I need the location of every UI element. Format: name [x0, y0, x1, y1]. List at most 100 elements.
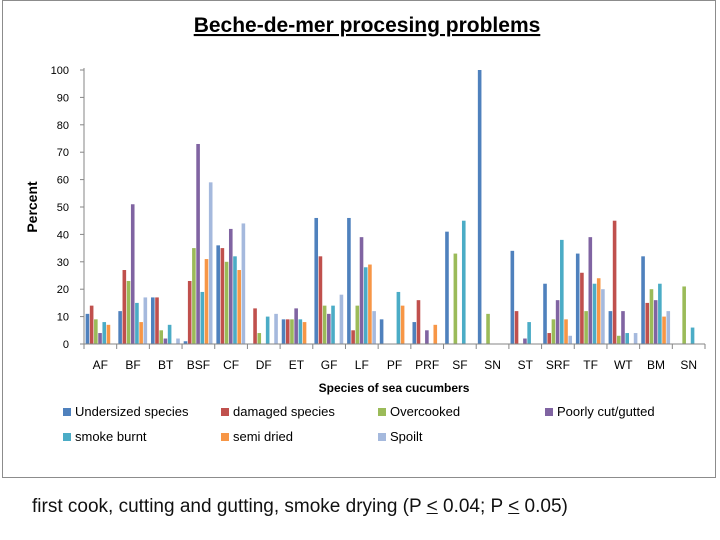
bar — [368, 264, 372, 344]
bar — [163, 338, 168, 344]
bar — [588, 237, 593, 344]
bar — [453, 253, 458, 344]
bar — [584, 311, 588, 344]
bar — [445, 231, 449, 344]
bar — [253, 308, 257, 344]
x-tick-label: ST — [518, 358, 534, 372]
bar — [302, 322, 307, 344]
bar — [314, 217, 319, 344]
bar — [400, 305, 405, 344]
x-tick-label: GF — [321, 358, 338, 372]
caption-text-1: first cook, cutting and gutting, smoke d… — [32, 496, 427, 517]
y-axis-label: Percent — [24, 181, 40, 233]
legend-label: semi dried — [233, 429, 293, 444]
bar — [355, 305, 360, 344]
bar — [682, 286, 686, 344]
bar — [523, 338, 527, 344]
bar — [568, 335, 573, 344]
bar — [560, 239, 564, 344]
x-tick-label: BSF — [187, 358, 210, 372]
x-tick-label: BT — [158, 358, 174, 372]
bar — [347, 217, 351, 344]
legend-label: Undersized species — [75, 404, 189, 419]
bar — [322, 305, 327, 344]
bar — [135, 302, 139, 344]
y-tick-label: 70 — [57, 147, 69, 159]
y-axis-ticks: 0 10 20 30 40 50 60 70 80 90 100 — [51, 65, 69, 351]
bar — [461, 220, 466, 344]
bar — [596, 278, 601, 344]
caption-lt-1: < — [426, 496, 438, 517]
bar — [662, 316, 666, 344]
bar — [281, 319, 286, 344]
bar — [416, 300, 421, 344]
x-tick-label: SF — [452, 358, 467, 372]
bar — [580, 272, 584, 344]
bar — [592, 283, 597, 344]
bar — [551, 319, 556, 344]
bar — [612, 220, 617, 344]
bar — [192, 248, 196, 344]
bar — [139, 322, 143, 344]
bar — [290, 319, 294, 344]
x-tick-label: DF — [256, 358, 272, 372]
bar — [151, 297, 155, 344]
x-tick-label: CF — [223, 358, 239, 372]
bar — [265, 316, 270, 344]
bar — [143, 297, 148, 344]
bar — [183, 341, 188, 344]
bar — [425, 330, 429, 344]
bar — [379, 319, 384, 344]
bar — [621, 311, 625, 344]
bar — [257, 333, 262, 344]
bar — [601, 289, 605, 344]
bar — [196, 143, 200, 344]
y-tick-label: 40 — [57, 229, 69, 241]
bar — [208, 182, 213, 344]
bar — [294, 308, 298, 344]
axes — [80, 68, 706, 349]
bar — [351, 330, 355, 344]
bar — [237, 270, 241, 344]
bar — [155, 297, 159, 344]
y-tick-label: 80 — [57, 120, 69, 132]
bar — [412, 322, 417, 344]
bar — [564, 319, 568, 344]
bar — [122, 270, 127, 344]
x-tick-label: AF — [93, 358, 108, 372]
legend-swatch — [378, 433, 386, 441]
caption-lt-2: < — [508, 496, 520, 517]
bar — [176, 338, 180, 344]
bar — [575, 253, 580, 344]
x-tick-label: BM — [647, 358, 665, 372]
y-tick-label: 90 — [57, 92, 69, 104]
x-tick-label: ET — [289, 358, 305, 372]
bar — [510, 250, 515, 344]
y-tick-label: 100 — [51, 65, 69, 77]
legend-label: Overcooked — [390, 404, 460, 419]
bar — [486, 313, 490, 344]
bar — [187, 280, 192, 344]
bar — [433, 324, 438, 344]
x-tick-label: SN — [484, 358, 501, 372]
bar — [233, 256, 237, 344]
bar — [555, 300, 560, 344]
bar — [658, 283, 662, 344]
bar — [118, 311, 122, 344]
y-tick-label: 20 — [57, 284, 69, 296]
bars — [85, 70, 695, 344]
bar — [339, 294, 344, 344]
y-tick-label: 0 — [63, 339, 69, 351]
bar — [372, 311, 376, 344]
legend-label: Spoilt — [390, 429, 423, 444]
bar — [220, 248, 225, 344]
x-tick-label: TF — [583, 358, 598, 372]
legend-label: smoke burnt — [75, 429, 147, 444]
legend-swatch — [545, 408, 553, 416]
bar — [645, 302, 650, 344]
bar — [633, 333, 638, 344]
x-axis-ticks: AF BF BT BSF CF DF ET GF LF PF PRF SF SN ST SRF TF WT BM S… — [93, 358, 697, 372]
x-tick-label: PRF — [415, 358, 439, 372]
legend-swatch — [378, 408, 386, 416]
caption: first cook, cutting and gutting, smoke d… — [32, 496, 568, 518]
